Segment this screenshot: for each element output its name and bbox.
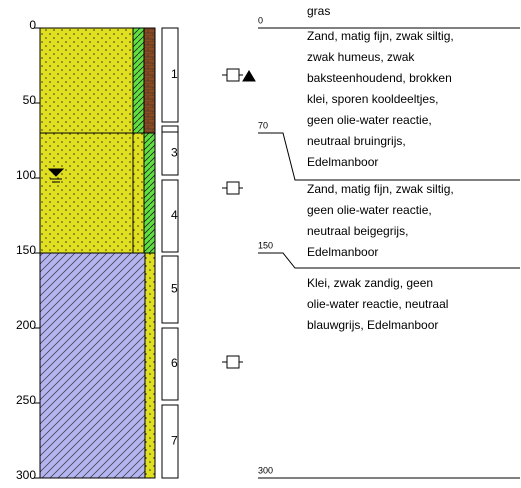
tick-label: 100 xyxy=(16,168,36,182)
description: Edelmanboor xyxy=(307,155,378,169)
description: zwak humeus, zwak xyxy=(307,50,415,64)
tick-label: 0 xyxy=(29,18,36,32)
sample-label: 3 xyxy=(171,146,178,160)
description: Zand, matig fijn, zwak siltig, xyxy=(307,182,454,196)
description: Zand, matig fijn, zwak siltig, xyxy=(307,29,454,43)
depth-label small: 150 xyxy=(258,240,273,250)
sample-label: 6 xyxy=(171,356,178,370)
tick-label: 50 xyxy=(23,93,37,107)
tick-label: 300 xyxy=(16,468,36,482)
description: baksteenhoudend, brokken xyxy=(307,71,452,85)
sample-label: 5 xyxy=(171,282,178,296)
description: geen olie-water reactie, xyxy=(307,203,432,217)
description: neutraal beigegrijs, xyxy=(307,224,408,238)
description: Edelmanboor xyxy=(307,245,378,259)
description: olie-water reactie, neutraal xyxy=(307,297,448,311)
description: geen olie-water reactie, xyxy=(307,113,432,127)
depth-label small: 0 xyxy=(258,15,263,25)
tick-label: 200 xyxy=(16,318,36,332)
tick-label: 250 xyxy=(16,393,36,407)
description: blauwgrijs, Edelmanboor xyxy=(307,318,438,332)
sample-label: 1 xyxy=(171,67,178,81)
description: Klei, zwak zandig, geen xyxy=(307,276,433,290)
boundary xyxy=(258,253,520,268)
soil-column xyxy=(40,28,155,478)
depth-label small: 300 xyxy=(258,465,273,475)
depth-label small: 70 xyxy=(258,120,268,130)
sample-label: 7 xyxy=(171,434,178,448)
markers xyxy=(222,69,255,368)
description: gras xyxy=(307,4,330,18)
tick-label: 150 xyxy=(16,243,36,257)
description: neutraal bruingrijs, xyxy=(307,134,406,148)
borehole-log: 0501001502002503001234567070150300grasZa… xyxy=(0,0,521,483)
description: klei, sporen kooldeeltjes, xyxy=(307,92,438,106)
sample-label: 4 xyxy=(171,208,178,222)
